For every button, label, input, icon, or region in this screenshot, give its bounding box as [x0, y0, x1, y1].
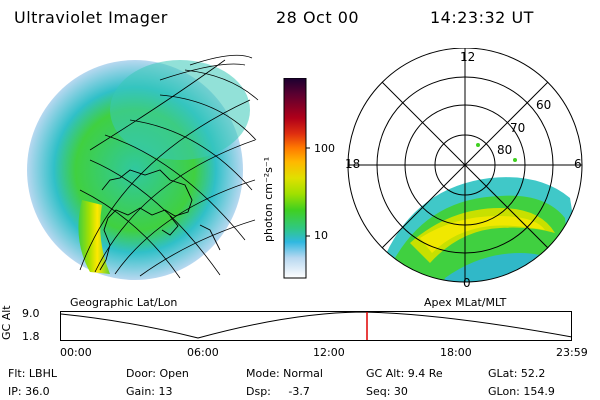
glon-status: GLon: 154.9: [488, 385, 555, 398]
flt-status: Flt: LBHL: [8, 367, 57, 380]
colorbar: [283, 78, 310, 279]
mlat-label-60: 60: [536, 98, 552, 112]
observation-time: 14:23:32 UT: [430, 8, 534, 27]
mlt-label-12: 12: [460, 50, 476, 64]
mlat-label-70: 70: [510, 121, 526, 135]
timeline-ytick-9: 9.0: [22, 307, 40, 320]
instrument-title: Ultraviolet Imager: [14, 8, 168, 27]
mode-status: Mode: Normal: [246, 367, 323, 380]
dsp-status: Dsp: -3.7: [246, 385, 310, 398]
mlt-label-0: 0: [463, 276, 471, 290]
mlt-label-18: 18: [345, 157, 361, 171]
time-tick-0000: 00:00: [60, 346, 92, 359]
gain-status: Gain: 13: [126, 385, 173, 398]
polar-mlt-plot: [347, 48, 583, 283]
time-tick-1200: 12:00: [313, 346, 345, 359]
timeline-ylabel: GC Alt: [0, 305, 13, 340]
coastline: [99, 169, 221, 271]
apex-caption: Apex MLat/MLT: [424, 296, 507, 309]
colorbar-tick-100: 100: [314, 142, 335, 155]
door-status: Door: Open: [126, 367, 189, 380]
mlt-label-6: 6: [574, 157, 582, 171]
glat-status: GLat: 52.2: [488, 367, 546, 380]
observation-date: 28 Oct 00: [276, 8, 360, 27]
timeline-ytick-1-8: 1.8: [22, 330, 40, 343]
seq-status: Seq: 30: [366, 385, 408, 398]
time-tick-0600: 06:00: [187, 346, 219, 359]
time-tick-1800: 18:00: [440, 346, 472, 359]
altitude-timeline: [60, 311, 573, 341]
mlt-spokes: [348, 48, 582, 282]
ip-status: IP: 36.0: [8, 385, 50, 398]
geographic-image-panel: [27, 54, 259, 280]
mlat-label-80: 80: [497, 143, 513, 157]
altitude-curve: [60, 311, 573, 339]
geographic-caption: Geographic Lat/Lon: [70, 296, 178, 309]
lat-lon-grid: [79, 54, 259, 279]
colorbar-tick-10: 10: [314, 229, 328, 242]
gc-alt-status: GC Alt: 9.4 Re: [366, 367, 443, 380]
colorbar-unit-label: photon cm⁻²s⁻¹: [262, 156, 275, 242]
time-tick-2359: 23:59: [556, 346, 588, 359]
